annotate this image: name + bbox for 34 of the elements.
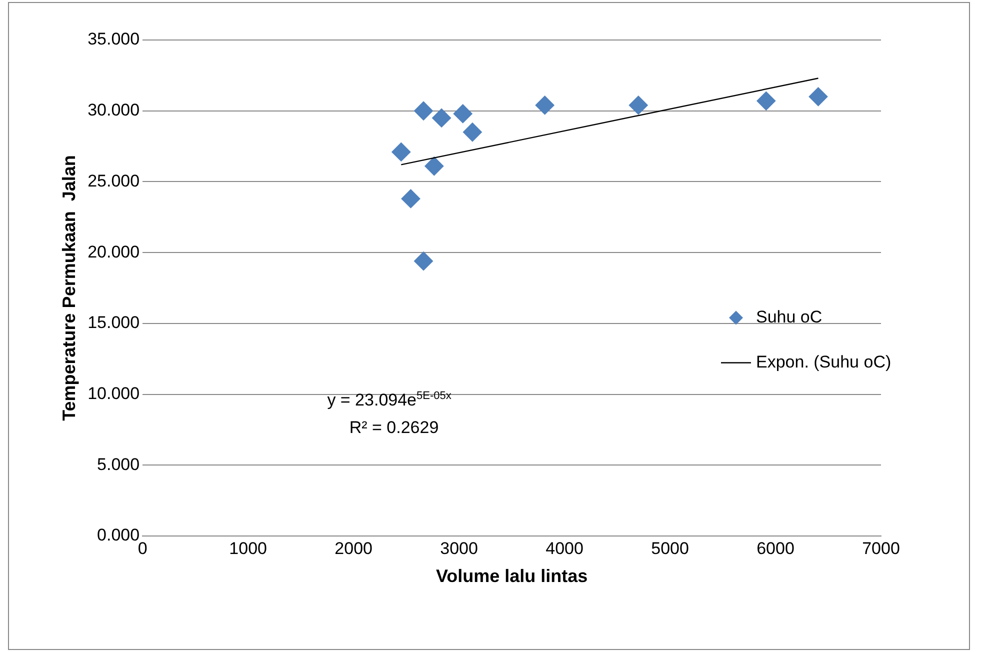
point bbox=[432, 108, 452, 128]
point bbox=[453, 104, 472, 124]
y-tick-label: 0.000 bbox=[97, 526, 140, 545]
x-axis-title: Volume lalu lintas bbox=[436, 566, 588, 586]
y-tick-label: 25.000 bbox=[88, 171, 140, 190]
x-tick-label: 1000 bbox=[229, 538, 267, 558]
point bbox=[414, 101, 434, 120]
point bbox=[462, 122, 482, 142]
x-tick-label: 3000 bbox=[440, 538, 478, 558]
point bbox=[401, 189, 420, 208]
point bbox=[424, 156, 444, 176]
y-tick-label: 10.000 bbox=[88, 384, 140, 403]
x-tick-label: 4000 bbox=[546, 538, 584, 558]
y-tick-label: 5.000 bbox=[97, 454, 140, 474]
annotation: y = 23.094e$^{5E-05x}$ bbox=[327, 390, 452, 410]
x-tick-label: 0 bbox=[138, 538, 148, 558]
point bbox=[756, 91, 776, 110]
point bbox=[535, 96, 554, 115]
y-tick-label: 20.000 bbox=[88, 242, 140, 262]
legend-label: Expon. (Suhu oC) bbox=[756, 352, 892, 372]
x-tick-label: 5000 bbox=[651, 538, 689, 558]
x-tick-label: 7000 bbox=[862, 538, 900, 558]
y-axis-title: Temperature Permukaan Jalan bbox=[58, 155, 79, 421]
y-tick-label: 15.000 bbox=[88, 313, 140, 332]
point bbox=[628, 96, 648, 115]
y-tick-label: 30.000 bbox=[88, 100, 140, 120]
point bbox=[392, 142, 411, 162]
x-tick-label: 2000 bbox=[334, 538, 372, 558]
legend-label: Suhu oC bbox=[756, 307, 822, 326]
point bbox=[414, 252, 434, 271]
point bbox=[808, 87, 828, 106]
y-tick-label: 35.000 bbox=[88, 30, 140, 49]
x-tick-label: 6000 bbox=[756, 538, 794, 558]
annotation: R² = 0.2629 bbox=[349, 418, 439, 438]
